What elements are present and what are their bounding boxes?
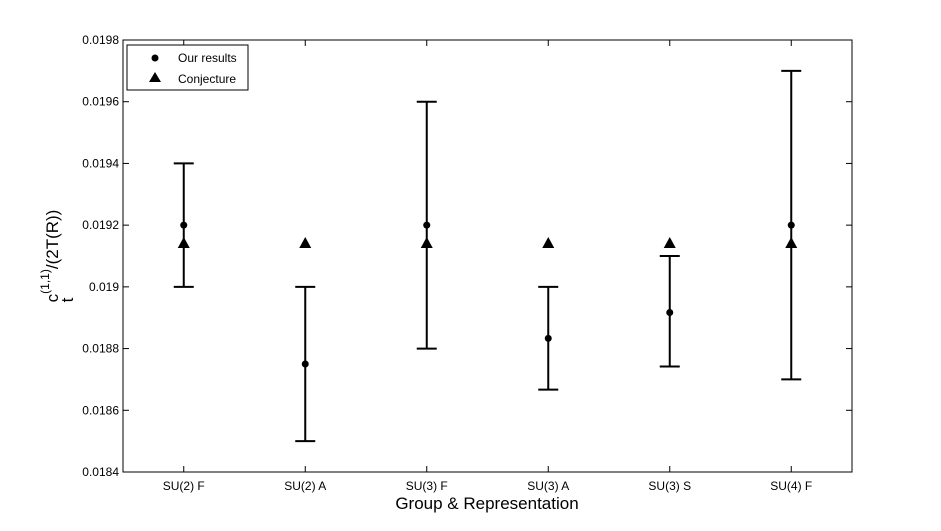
y-tick-label: 0.0192 [82,218,119,232]
point-our-results [666,308,674,316]
y-tick-label: 0.0184 [82,465,119,479]
legend-label-conjecture: Conjecture [178,72,236,86]
point-our-results [180,221,188,229]
y-tick-label: 0.0194 [82,156,119,170]
plot-area [122,39,853,473]
y-axis: 0.0184 0.0186 0.0188 0.019 0.0192 0.0194 0.019… [82,33,852,479]
legend: Our results Conjecture [126,44,249,91]
x-axis: SU(2) F SU(2) A SU(3) F SU(3) A SU(3) S SU(4)… [163,40,812,493]
x-tick-label: SU(3) F [406,479,448,493]
y-tick-label: 0.019 [89,280,119,294]
y-axis-title: c(1,1)/(2T(R)) [38,210,62,303]
legend-marker-our-results [151,54,159,62]
point-conjecture [785,237,798,249]
point-our-results [787,221,795,229]
y-axis-title-subscript: t [58,297,77,302]
point-conjecture [177,237,190,249]
data-markers [177,221,798,368]
x-tick-label: SU(2) F [163,479,205,493]
point-our-results [544,334,552,342]
y-axis-title-main: c [43,293,62,302]
legend-marker-conjecture [149,72,161,82]
x-axis-title: Group & Representation [395,494,578,513]
x-tick-label: SU(2) A [284,479,326,493]
point-conjecture [299,237,312,249]
x-tick-label: SU(4) F [770,479,812,493]
x-tick-label: SU(3) A [527,479,569,493]
point-conjecture [420,237,433,249]
y-axis-title-rest: /(2T(R)) [43,210,62,269]
x-tick-label: SU(3) S [648,479,691,493]
legend-label-our-results: Our results [178,51,237,65]
y-tick-label: 0.0186 [82,403,119,417]
point-conjecture [663,237,676,249]
point-our-results [301,360,309,368]
y-axis-title-superscript: (1,1) [38,269,52,294]
point-conjecture [542,237,555,249]
y-tick-label: 0.0196 [82,95,119,109]
y-tick-label: 0.0198 [82,33,119,47]
point-our-results [423,221,431,229]
y-tick-label: 0.0188 [82,342,119,356]
legend-box [126,44,249,91]
